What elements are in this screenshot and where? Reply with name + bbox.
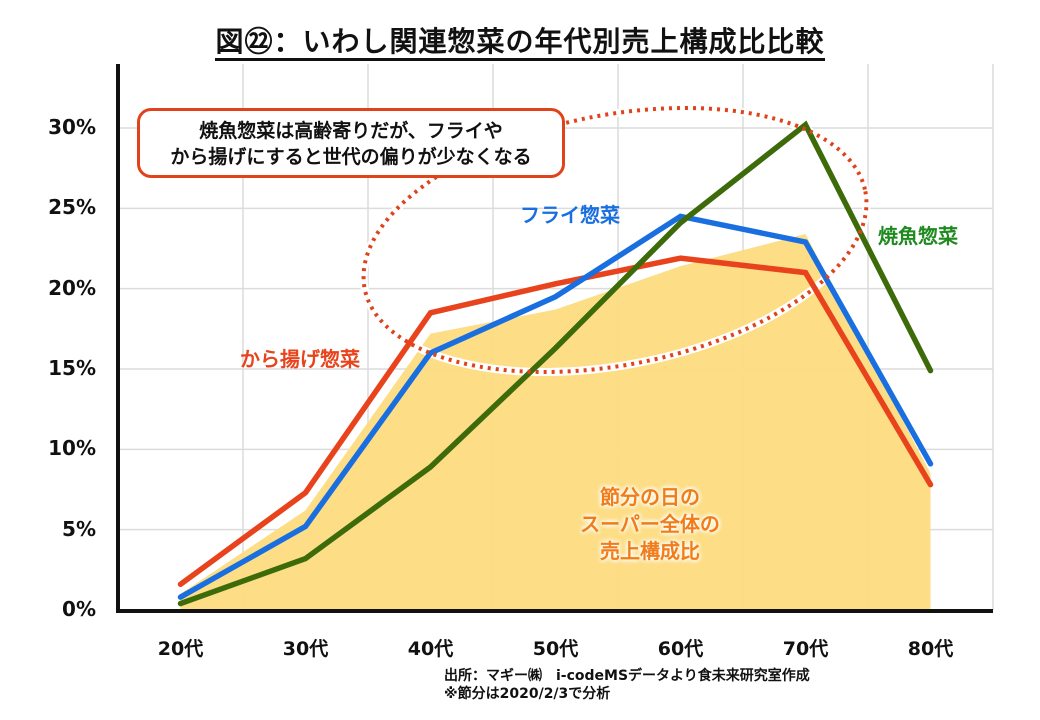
area-label-line-1: 節分の日の — [600, 485, 700, 509]
callout-line-1: 焼魚惣菜は高齢寄りだが、フライや — [199, 120, 503, 142]
series-label-karaage: から揚げ惣菜 — [240, 347, 360, 371]
callout-line-2: から揚げにすると世代の偏りが少なくなる — [170, 146, 532, 168]
y-tick-label: 10% — [48, 436, 96, 461]
line-series — [177, 120, 934, 607]
y-tick-label: 25% — [48, 195, 96, 220]
area-label-line-2: スーパー全体の — [580, 512, 720, 536]
highlight-ellipse-dots — [361, 106, 869, 374]
y-tick-label: 0% — [62, 597, 96, 621]
area-series-label: 節分の日の スーパー全体の 売上構成比 — [555, 484, 745, 565]
callout-box: 焼魚惣菜は高齢寄りだが、フライや から揚げにすると世代の偏りが少なくなる — [137, 108, 565, 178]
x-tick-label: 20代 — [157, 638, 204, 660]
area-label-line-3: 売上構成比 — [600, 539, 700, 563]
x-tick-label: 30代 — [282, 638, 329, 660]
y-tick-label: 30% — [48, 115, 96, 139]
y-tick-label: 15% — [48, 356, 96, 380]
chart-title: 図㉒：いわし関連惣菜の年代別売上構成比比較 — [0, 20, 1040, 61]
x-tick-label: 70代 — [782, 638, 829, 660]
y-tick-label: 5% — [62, 516, 96, 541]
source-note: 出所：マギー㈱ i-codeMSデータより食未来研究室作成 ※節分は2020/2… — [444, 667, 810, 703]
x-tick-label: 50代 — [532, 638, 579, 660]
x-tick-label: 80代 — [907, 638, 954, 660]
source-line-1: 出所：マギー㈱ i-codeMSデータより食未来研究室作成 — [444, 668, 810, 684]
series-label-yakizakana: 焼魚惣菜 — [878, 224, 958, 248]
x-tick-label: 60代 — [657, 638, 704, 660]
x-tick-label: 40代 — [407, 638, 454, 660]
source-line-2: ※節分は2020/2/3で分析 — [444, 686, 611, 702]
series-label-fry: フライ惣菜 — [520, 203, 620, 227]
axes — [116, 64, 993, 613]
y-tick-label: 20% — [48, 275, 96, 300]
